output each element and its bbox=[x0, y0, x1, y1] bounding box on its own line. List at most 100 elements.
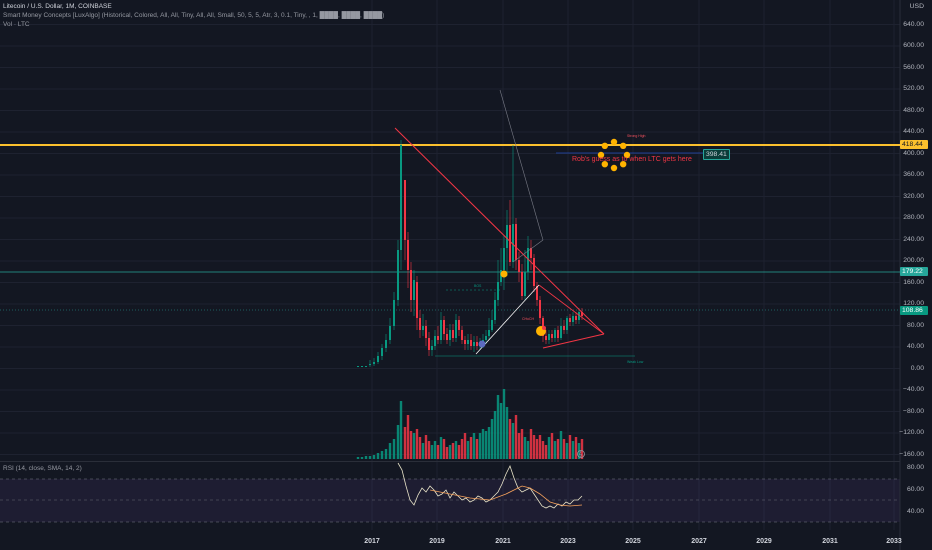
time-tick-label: 2029 bbox=[756, 538, 772, 545]
candle-body bbox=[416, 282, 418, 318]
volume-bar bbox=[409, 431, 413, 459]
rsi-pane-divider bbox=[0, 461, 900, 462]
price-tick-label: 640.00 bbox=[903, 20, 924, 28]
volume-bar bbox=[430, 445, 434, 459]
volume-bar bbox=[372, 455, 376, 459]
candle-body bbox=[404, 180, 406, 240]
candle-body bbox=[369, 364, 371, 365]
target-dots[interactable] bbox=[597, 138, 631, 172]
currency-label: USD bbox=[909, 3, 924, 10]
volume-legend[interactable]: Vol · LTC bbox=[3, 21, 30, 28]
candle-body bbox=[425, 326, 427, 338]
volume-bar bbox=[493, 411, 497, 459]
candle-body bbox=[458, 320, 460, 330]
candle-body bbox=[500, 270, 502, 282]
candle-body bbox=[431, 346, 433, 350]
rsi-overbought-band bbox=[0, 479, 900, 522]
candle-body bbox=[560, 326, 562, 338]
volume-bar bbox=[511, 423, 515, 459]
volume-bar bbox=[562, 439, 566, 459]
candle-body bbox=[419, 318, 421, 330]
volume-bar bbox=[553, 441, 557, 459]
candle-body bbox=[413, 280, 415, 300]
target-dot bbox=[597, 151, 605, 159]
volume-bar bbox=[396, 425, 400, 459]
rsi-legend[interactable]: RSI (14, close, SMA, 14, 2) bbox=[3, 465, 82, 472]
volume-bar bbox=[388, 443, 392, 459]
indicator-legend[interactable]: Smart Money Concepts [LuxAlgo] (Historic… bbox=[3, 12, 385, 19]
volume-bar bbox=[360, 457, 364, 459]
price-tick-label: −40.00 bbox=[903, 386, 924, 393]
price-candles[interactable] bbox=[357, 140, 583, 367]
price-tick-label: 600.00 bbox=[903, 42, 924, 49]
emoji-hand-icon bbox=[478, 270, 508, 348]
price-tick-label: 200.00 bbox=[903, 257, 924, 264]
rsi-tick-label: 60.00 bbox=[906, 486, 924, 493]
time-tick-label: 2031 bbox=[822, 538, 838, 545]
projection-line bbox=[499, 89, 544, 241]
volume-bar bbox=[406, 415, 410, 459]
candle-body bbox=[509, 225, 511, 262]
volume-bar bbox=[475, 439, 479, 459]
price-tick-label: 400.00 bbox=[903, 149, 924, 157]
price-tick-label: −160.00 bbox=[899, 450, 924, 458]
candle-body bbox=[434, 336, 436, 346]
time-tick-label: 2027 bbox=[691, 538, 707, 545]
candle-body bbox=[397, 250, 399, 300]
candle-body bbox=[506, 225, 508, 248]
volume-bar bbox=[502, 389, 506, 459]
candle-body bbox=[473, 342, 475, 346]
candle-body bbox=[470, 340, 472, 346]
volume-bars bbox=[356, 389, 584, 459]
volume-bar bbox=[529, 429, 533, 459]
candle-body bbox=[536, 286, 538, 300]
price-tick-label: 280.00 bbox=[903, 214, 924, 221]
price-tick-label: 120.00 bbox=[903, 300, 924, 307]
chart-annotation-text[interactable]: Rob's guess as to when LTC gets here bbox=[572, 156, 692, 163]
triangle-upper-edge[interactable] bbox=[538, 284, 605, 335]
price-tick-label: 40.00 bbox=[906, 343, 924, 350]
time-tick-label: 2033 bbox=[886, 538, 902, 545]
target-dot bbox=[601, 142, 609, 150]
trendline-ascending[interactable] bbox=[475, 284, 540, 355]
price-tick-label: 320.00 bbox=[903, 192, 924, 200]
candle-body bbox=[407, 240, 409, 270]
volume-bar bbox=[380, 451, 384, 459]
candle-body bbox=[530, 248, 532, 258]
candle-body bbox=[491, 320, 493, 330]
candle-body bbox=[464, 340, 466, 344]
candle-body bbox=[446, 334, 448, 340]
volume-bar bbox=[454, 441, 458, 459]
candle-body bbox=[443, 320, 445, 334]
price-tick-label: −80.00 bbox=[903, 407, 924, 415]
time-tick-label: 2017 bbox=[364, 538, 380, 545]
triangle-lower-edge[interactable] bbox=[542, 333, 605, 349]
target-price-tag: 398.41 bbox=[703, 149, 730, 160]
price-tick-label: 360.00 bbox=[903, 171, 924, 178]
symbol-legend[interactable]: Litecoin / U.S. Dollar, 1M, COINBASE bbox=[3, 3, 112, 10]
candle-body bbox=[361, 366, 363, 367]
volume-bar bbox=[568, 435, 572, 459]
candle-body bbox=[422, 326, 424, 330]
target-dot bbox=[601, 160, 609, 168]
candle-body bbox=[524, 272, 526, 296]
candle-body bbox=[497, 282, 499, 300]
volume-bar bbox=[448, 445, 452, 459]
volume-bar bbox=[392, 439, 396, 459]
candle-body bbox=[578, 312, 580, 320]
candle-body bbox=[365, 366, 367, 367]
volume-bar bbox=[487, 427, 491, 459]
rsi-ma-line bbox=[429, 485, 583, 507]
volume-bar bbox=[412, 433, 416, 459]
rsi-tick-label: 80.00 bbox=[906, 464, 924, 471]
volume-bar bbox=[469, 437, 473, 459]
volume-bar bbox=[520, 429, 524, 459]
volume-bar bbox=[445, 447, 449, 459]
trendline-descending[interactable] bbox=[394, 127, 605, 335]
candle-body bbox=[521, 272, 523, 296]
candle-body bbox=[566, 318, 568, 330]
candle-body bbox=[452, 330, 454, 338]
volume-bar bbox=[457, 445, 461, 459]
price-tick-label: 560.00 bbox=[903, 63, 924, 71]
